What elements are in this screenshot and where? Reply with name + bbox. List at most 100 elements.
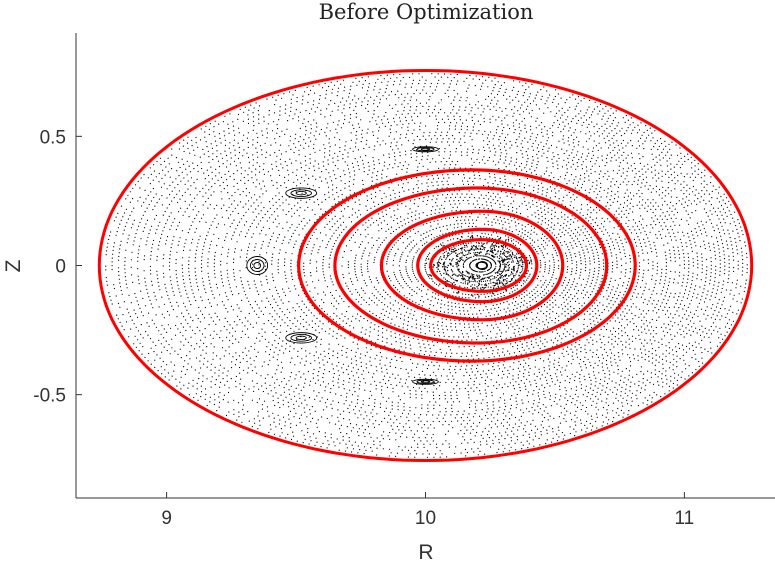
- poincare-point: [276, 165, 278, 168]
- poincare-point: [464, 387, 466, 390]
- poincare-point: [354, 262, 356, 265]
- poincare-point: [397, 248, 399, 250]
- poincare-point: [377, 330, 379, 332]
- poincare-point: [507, 252, 509, 254]
- poincare-point: [547, 224, 550, 226]
- poincare-point: [363, 299, 365, 301]
- poincare-point: [607, 341, 610, 343]
- poincare-point: [471, 249, 473, 251]
- poincare-point: [474, 374, 476, 376]
- poincare-point: [484, 270, 486, 272]
- poincare-point: [547, 160, 549, 162]
- poincare-point: [509, 275, 511, 277]
- poincare-point: [317, 379, 319, 381]
- poincare-point: [490, 379, 492, 381]
- poincare-point: [610, 352, 613, 354]
- poincare-point: [463, 177, 466, 179]
- poincare-point: [398, 283, 400, 285]
- poincare-point: [568, 296, 570, 298]
- poincare-point: [529, 367, 531, 370]
- poincare-point: [305, 350, 307, 352]
- poincare-point: [287, 169, 289, 171]
- poincare-point: [504, 263, 506, 265]
- poincare-point: [256, 179, 258, 181]
- poincare-point: [360, 331, 362, 333]
- poincare-point: [645, 313, 648, 315]
- poincare-point: [523, 197, 525, 199]
- poincare-point: [390, 226, 393, 228]
- poincare-point: [256, 226, 258, 228]
- poincare-point: [459, 248, 462, 250]
- poincare-point: [303, 373, 305, 375]
- poincare-point: [348, 381, 350, 383]
- poincare-point: [440, 134, 442, 137]
- poincare-point: [537, 157, 539, 159]
- poincare-point: [515, 161, 517, 163]
- poincare-point: [549, 375, 552, 377]
- poincare-point: [461, 296, 463, 298]
- poincare-point: [561, 231, 563, 233]
- poincare-point: [313, 315, 315, 317]
- poincare-point: [421, 370, 424, 372]
- poincare-point: [305, 360, 307, 362]
- poincare-point: [276, 208, 278, 210]
- poincare-point: [619, 251, 621, 254]
- poincare-point: [288, 211, 290, 213]
- poincare-point: [585, 166, 588, 168]
- poincare-point: [332, 318, 334, 320]
- poincare-point: [583, 361, 585, 363]
- poincare-point: [343, 388, 345, 390]
- poincare-point: [227, 276, 229, 278]
- poincare-point: [454, 128, 456, 130]
- poincare-point: [521, 153, 523, 155]
- poincare-point: [339, 234, 341, 236]
- poincare-point: [564, 189, 566, 191]
- poincare-point: [312, 185, 314, 187]
- poincare-point: [546, 310, 548, 313]
- poincare-point: [624, 308, 626, 310]
- poincare-point: [541, 384, 543, 386]
- poincare-point: [574, 295, 576, 297]
- poincare-point: [409, 208, 411, 210]
- poincare-point: [480, 332, 482, 334]
- poincare-point: [511, 251, 513, 253]
- poincare-point: [363, 167, 365, 169]
- poincare-point: [368, 335, 370, 337]
- poincare-point: [479, 393, 481, 395]
- poincare-point: [267, 320, 270, 322]
- poincare-point: [471, 193, 473, 195]
- poincare-point: [361, 296, 363, 299]
- poincare-point: [398, 195, 401, 197]
- poincare-point: [352, 341, 354, 343]
- poincare-point: [527, 391, 530, 393]
- poincare-ring: [303, 173, 609, 358]
- poincare-point: [323, 350, 325, 352]
- poincare-point: [437, 298, 439, 300]
- poincare-point: [386, 258, 388, 260]
- poincare-point: [504, 264, 506, 266]
- poincare-point: [332, 189, 334, 191]
- poincare-point: [545, 170, 548, 172]
- poincare-point: [513, 132, 515, 134]
- poincare-point: [407, 307, 409, 309]
- poincare-point: [466, 275, 468, 278]
- poincare-point: [433, 331, 435, 333]
- poincare-point: [460, 355, 462, 358]
- poincare-point: [524, 234, 526, 236]
- poincare-point: [362, 252, 364, 254]
- poincare-point: [618, 328, 620, 330]
- poincare-point: [665, 291, 668, 294]
- poincare-point: [599, 293, 601, 295]
- poincare-point: [465, 254, 467, 256]
- poincare-point: [464, 196, 466, 198]
- poincare-point: [473, 255, 475, 257]
- poincare-point: [561, 374, 563, 376]
- poincare-point: [648, 329, 650, 331]
- poincare-point: [355, 134, 357, 136]
- poincare-ring: [309, 177, 605, 354]
- poincare-point: [239, 234, 241, 236]
- poincare-point: [598, 177, 600, 179]
- poincare-point: [377, 291, 379, 293]
- poincare-point: [567, 216, 569, 218]
- poincare-point: [304, 170, 306, 172]
